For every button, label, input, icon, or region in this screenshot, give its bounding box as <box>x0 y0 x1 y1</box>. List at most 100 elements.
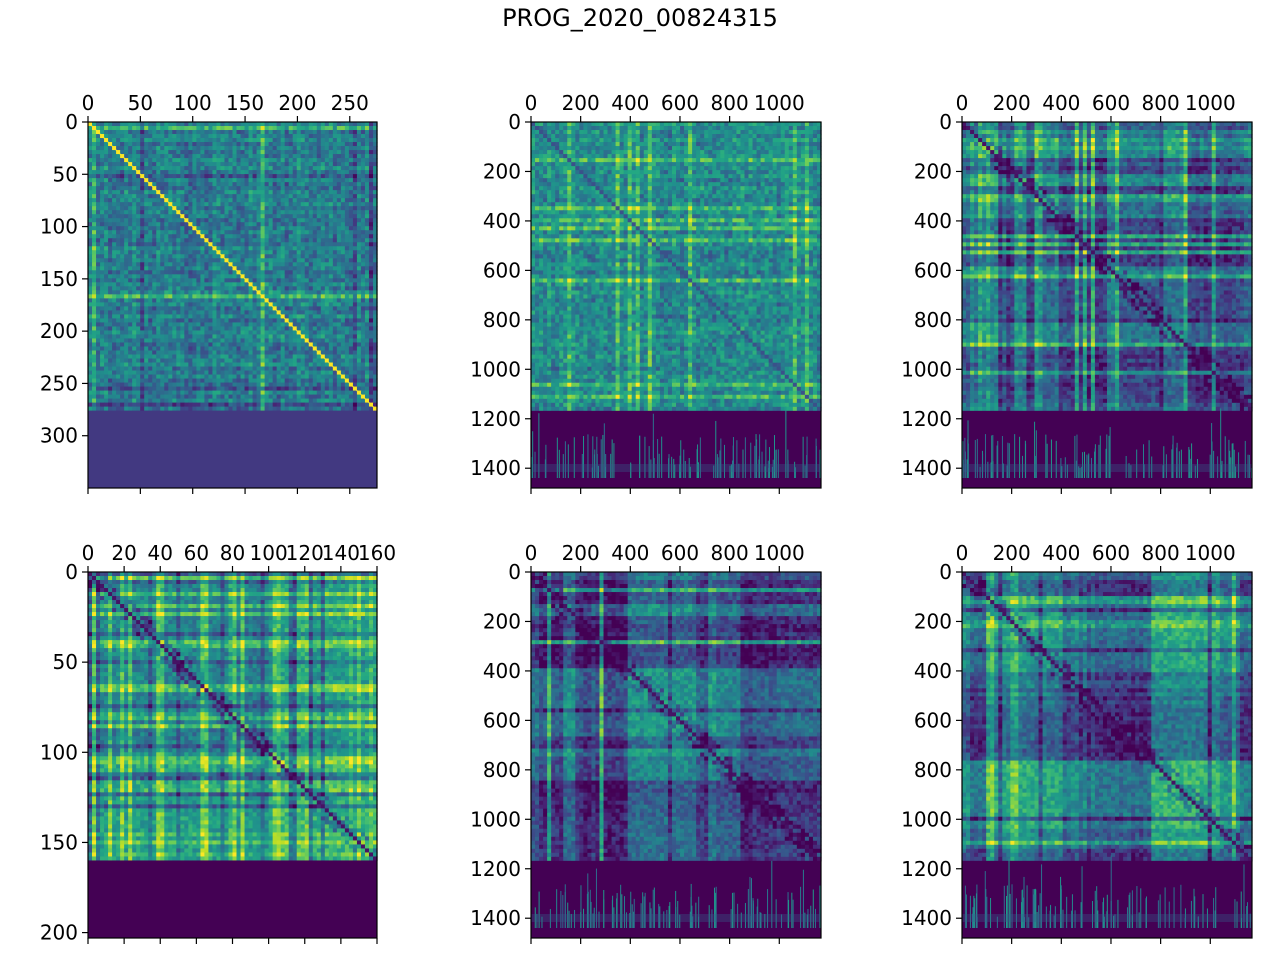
heatmap-cell <box>257 138 262 143</box>
heatmap-cell <box>261 170 266 175</box>
heatmap-cell <box>128 150 133 155</box>
heatmap-cell <box>196 138 201 143</box>
heatmap-cell <box>349 154 354 159</box>
heatmap-cell <box>261 126 266 131</box>
heatmap-cell <box>349 174 354 179</box>
heatmap-cell <box>317 146 322 151</box>
heatmap-cell <box>144 122 149 127</box>
heatmap-cell <box>116 126 121 131</box>
heatmap-cell <box>100 122 105 127</box>
heatmap-cell <box>208 142 213 147</box>
heatmap-cell <box>136 138 141 143</box>
heatmap-cell <box>333 138 338 143</box>
heatmap-cell <box>104 166 109 171</box>
heatmap-cell <box>293 146 298 151</box>
heatmap-cell <box>208 138 213 143</box>
heatmap-cell <box>100 166 105 171</box>
heatmap-cell <box>277 150 282 155</box>
heatmap-cell <box>237 126 242 131</box>
heatmap-cell <box>92 170 97 175</box>
heatmap-cell <box>269 166 274 171</box>
heatmap-cell <box>136 166 141 171</box>
heatmap-cell <box>293 166 298 171</box>
heatmap-cell <box>212 166 217 171</box>
heatmap-cell <box>196 130 201 135</box>
heatmap-cell <box>337 170 342 175</box>
heatmap-cell <box>333 130 338 135</box>
heatmap-cell <box>136 150 141 155</box>
heatmap-cell <box>337 162 342 167</box>
heatmap-cell <box>168 174 173 179</box>
heatmap-cell <box>309 138 314 143</box>
heatmap-cell <box>140 138 145 143</box>
heatmap-cell <box>172 158 177 163</box>
heatmap-cell <box>144 162 149 167</box>
heatmap-cell <box>92 162 97 167</box>
heatmap-cell <box>140 166 145 171</box>
heatmap-cell <box>289 158 294 163</box>
heatmap-cell <box>349 142 354 147</box>
heatmap-cell <box>112 122 117 127</box>
heatmap-cell <box>273 162 278 167</box>
heatmap-cell <box>365 142 370 147</box>
heatmap-cell <box>357 138 362 143</box>
heatmap-cell <box>353 154 358 159</box>
heatmap-cell <box>309 150 314 155</box>
heatmap-cell <box>329 150 334 155</box>
heatmap-cell <box>128 146 133 151</box>
heatmap-cell <box>253 170 258 175</box>
heatmap-cell <box>200 170 205 175</box>
heatmap-cell <box>124 134 129 139</box>
heatmap-cell <box>257 162 262 167</box>
heatmap-cell <box>96 170 101 175</box>
heatmap-cell <box>224 158 229 163</box>
heatmap-cell <box>349 146 354 151</box>
heatmap-cell <box>353 122 358 127</box>
heatmap-cell <box>369 166 374 171</box>
heatmap-cell <box>321 134 326 139</box>
heatmap-cell <box>297 170 302 175</box>
heatmap-cell <box>96 134 101 139</box>
heatmap-cell <box>200 162 205 167</box>
heatmap-cell <box>297 134 302 139</box>
heatmap-cell <box>265 146 270 151</box>
heatmap-cell <box>180 138 185 143</box>
heatmap-cell <box>293 130 298 135</box>
heatmap-cell <box>188 134 193 139</box>
heatmap-cell <box>172 162 177 167</box>
heatmap-cell <box>132 126 137 131</box>
heatmap-cell <box>224 146 229 151</box>
heatmap-cell <box>345 162 350 167</box>
heatmap-cell <box>212 126 217 131</box>
heatmap-cell <box>228 122 233 127</box>
heatmap-cell <box>369 158 374 163</box>
heatmap-cell <box>261 154 266 159</box>
heatmap-cell <box>357 154 362 159</box>
heatmap-cell <box>188 130 193 135</box>
heatmap-cell <box>132 122 137 127</box>
heatmap-cell <box>297 150 302 155</box>
heatmap-cell <box>204 130 209 135</box>
heatmap-cell <box>168 162 173 167</box>
heatmap-cell <box>273 130 278 135</box>
heatmap-cell <box>204 154 209 159</box>
heatmap-cell <box>305 162 310 167</box>
heatmap-cell <box>341 150 346 155</box>
heatmap-cell <box>333 146 338 151</box>
heatmap-cell <box>357 162 362 167</box>
heatmap-cell <box>228 162 233 167</box>
heatmap-cell <box>245 174 250 179</box>
heatmap-cell <box>269 158 274 163</box>
heatmap-cell <box>317 126 322 131</box>
heatmap-cell <box>245 130 250 135</box>
heatmap-cell <box>293 174 298 179</box>
heatmap-cell <box>88 162 93 167</box>
heatmap-cell <box>349 130 354 135</box>
heatmap-cell <box>92 122 97 127</box>
heatmap-cell <box>200 154 205 159</box>
heatmap-cell <box>261 142 266 147</box>
heatmap-cell <box>313 142 318 147</box>
heatmap-cell <box>325 158 330 163</box>
heatmap-cell <box>285 150 290 155</box>
